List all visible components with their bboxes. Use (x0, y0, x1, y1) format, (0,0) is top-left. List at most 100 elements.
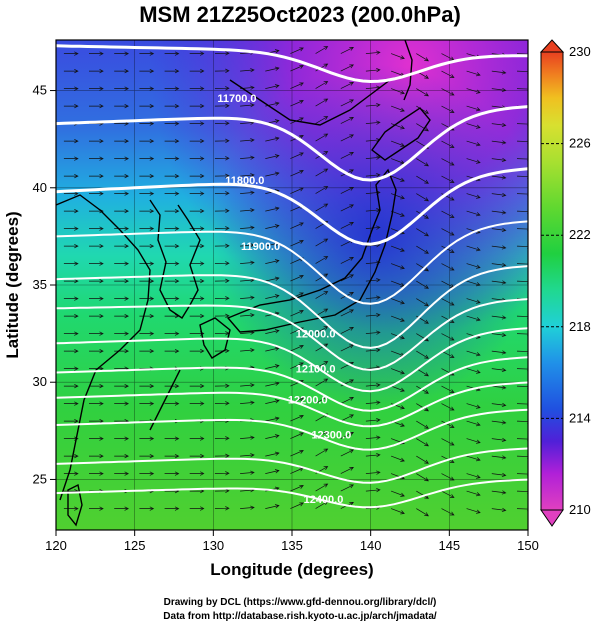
wind-vector (491, 87, 507, 93)
wind-vector (214, 86, 230, 91)
contour-line (56, 447, 528, 484)
wind-vector (240, 313, 255, 318)
wind-vector (240, 68, 255, 73)
contour-line (56, 381, 528, 428)
wind-vector (340, 204, 354, 212)
wind-vector (416, 158, 429, 167)
wind-vector (340, 449, 354, 457)
wind-vector (315, 238, 329, 247)
wind-vector (63, 278, 79, 284)
wind-vector (240, 383, 255, 388)
wind-vector (315, 256, 329, 264)
wind-vector (516, 349, 528, 354)
wind-vector (240, 190, 255, 195)
colorbar: 210 214 218 222 226 230 (539, 39, 591, 527)
wind-vector (240, 348, 255, 353)
colorbar-gradient (540, 51, 564, 511)
wind-vector (441, 158, 455, 166)
wind-vector (240, 138, 255, 143)
wind-vector (491, 437, 507, 443)
wind-vector (340, 309, 354, 317)
wind-vector (315, 46, 329, 54)
wind-vector (390, 263, 405, 270)
coastline-kyushu (199, 317, 231, 359)
wind-vector (164, 453, 180, 459)
wind-vector (189, 348, 205, 354)
wind-vector (139, 243, 155, 249)
wind-vector (189, 208, 205, 214)
y-tick-label: 40 (33, 180, 47, 195)
contour-line (56, 44, 528, 84)
wind-vector (516, 314, 528, 319)
wind-vector (390, 245, 405, 252)
wind-vector (63, 453, 79, 459)
wind-vector (63, 86, 79, 91)
wind-vector (139, 453, 155, 459)
wind-vector (466, 245, 481, 252)
wind-vector (491, 472, 507, 478)
wind-vector (340, 432, 354, 439)
wind-vector (466, 193, 481, 199)
wind-vector (466, 350, 481, 357)
wind-vector (139, 138, 155, 144)
coastline-korea (149, 199, 201, 319)
wind-vector (89, 453, 104, 459)
wind-vector (164, 261, 180, 266)
wind-vector (240, 243, 255, 248)
wind-vector (340, 327, 354, 334)
wind-vector (466, 403, 481, 409)
x-tick-label: 120 (45, 538, 67, 553)
wind-vector (89, 296, 104, 301)
wind-vector (516, 244, 528, 249)
wind-vector (365, 155, 381, 160)
wind-vector (516, 471, 528, 477)
wind-vector (290, 274, 304, 282)
wind-vector (189, 173, 205, 179)
wind-vector (89, 506, 104, 511)
wind-vector (365, 50, 381, 55)
wind-vector (340, 414, 354, 422)
wind-vector (416, 438, 429, 447)
wind-vector (340, 274, 354, 282)
wind-vector (365, 470, 381, 475)
wind-vector (491, 490, 507, 495)
figure-title: MSM 21Z25Oct2023 (200.0hPa) (139, 2, 461, 27)
wind-vector (89, 156, 104, 161)
wind-vector (114, 191, 129, 196)
wind-vector (114, 173, 129, 179)
wind-vector (416, 350, 429, 359)
wind-vector (315, 291, 329, 299)
wind-vector (390, 368, 405, 375)
wind-vector (390, 175, 405, 182)
wind-vector (315, 168, 329, 177)
wind-vector (189, 86, 205, 91)
contour-label: 12400.0 (304, 494, 344, 506)
wind-vector (340, 397, 354, 404)
contour-line (56, 265, 528, 349)
wind-vector (164, 226, 180, 231)
wind-vector (89, 471, 104, 476)
wind-vector (516, 366, 528, 372)
wind-vector (265, 259, 280, 264)
wind-vector (214, 348, 230, 354)
x-tick-label: 150 (517, 538, 539, 553)
wind-vector (63, 383, 79, 389)
wind-vector (416, 455, 429, 464)
wind-vector (214, 51, 230, 56)
wind-vector (164, 243, 180, 249)
wind-vector (466, 420, 481, 427)
wind-vector (265, 504, 280, 509)
wind-vector (340, 187, 354, 194)
wind-vector (265, 451, 280, 457)
wind-vector (63, 261, 79, 266)
colorbar-tick-label: 226 (569, 136, 591, 151)
wind-vector (466, 473, 481, 479)
wind-vector (63, 401, 79, 406)
wind-vector (441, 508, 455, 516)
wind-vector (441, 210, 455, 218)
wind-vector (365, 452, 381, 458)
wind-vector (189, 383, 205, 389)
wind-vector (89, 86, 104, 91)
wind-vector (491, 385, 507, 390)
wind-vector (516, 454, 528, 459)
